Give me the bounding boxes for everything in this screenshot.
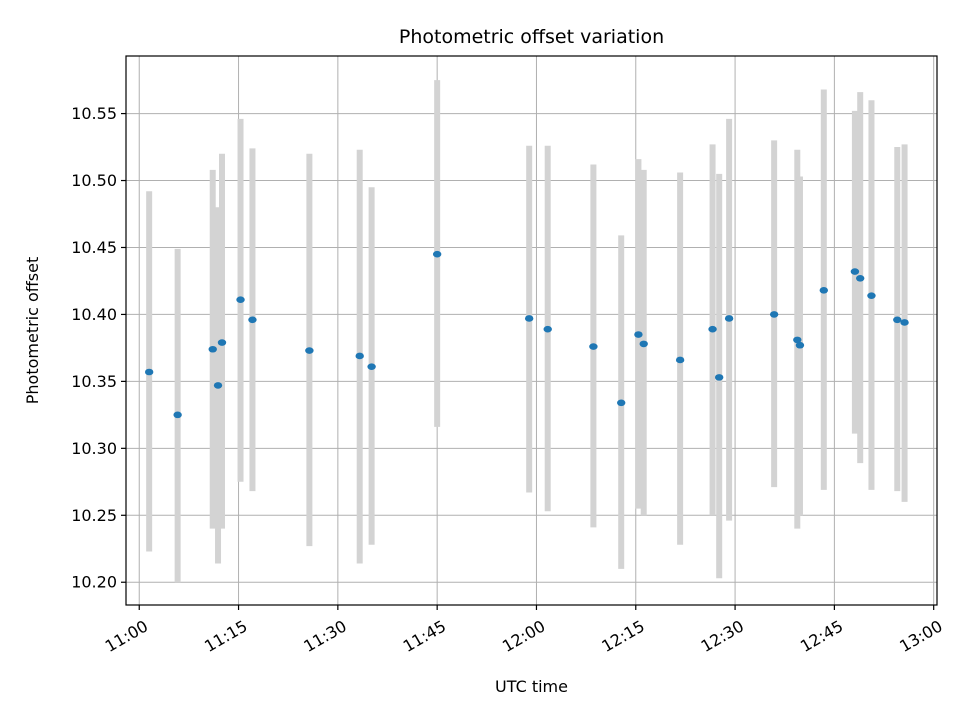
data-point	[893, 316, 902, 324]
y-tick-label: 10.20	[71, 573, 117, 592]
data-point	[850, 268, 860, 275]
y-tick-label: 10.25	[71, 506, 117, 525]
data-point	[714, 374, 724, 381]
data-point	[248, 316, 257, 324]
chart-title: Photometric offset variation	[399, 26, 664, 48]
data-point	[432, 250, 442, 258]
data-point	[589, 343, 598, 350]
data-point	[639, 340, 648, 348]
data-point	[144, 368, 154, 376]
data-point	[617, 399, 626, 407]
data-point	[208, 345, 217, 353]
data-point	[213, 382, 223, 389]
y-tick-label: 10.35	[71, 372, 117, 391]
plot-frame	[125, 55, 938, 606]
x-axis-label: UTC time	[495, 677, 568, 696]
y-axis-ticks: 10.20 10.25 10.30 10.35 10.40 10.45 10.50 10.55	[71, 104, 126, 592]
data-point	[305, 347, 314, 354]
data-point	[708, 325, 717, 333]
y-tick-label: 10.50	[71, 171, 117, 190]
y-tick-label: 10.30	[71, 439, 117, 458]
data-points	[144, 250, 909, 419]
data-point	[724, 315, 734, 322]
data-point	[634, 331, 643, 338]
data-point	[675, 356, 685, 364]
y-axis-label: Photometric offset	[23, 257, 42, 405]
y-tick-label: 10.40	[71, 305, 117, 324]
data-point	[793, 336, 802, 344]
data-point	[217, 339, 227, 346]
data-point	[795, 341, 805, 349]
data-point	[524, 315, 534, 322]
data-point	[819, 287, 828, 294]
data-point	[867, 292, 876, 299]
data-point	[856, 274, 865, 282]
data-point	[355, 352, 364, 360]
data-point	[769, 311, 779, 318]
data-point	[173, 411, 182, 419]
data-point	[236, 296, 245, 304]
data-point	[367, 363, 376, 370]
data-point	[543, 325, 552, 333]
y-tick-label: 10.45	[71, 238, 117, 257]
data-point	[900, 319, 909, 326]
y-tick-label: 10.55	[71, 104, 117, 123]
